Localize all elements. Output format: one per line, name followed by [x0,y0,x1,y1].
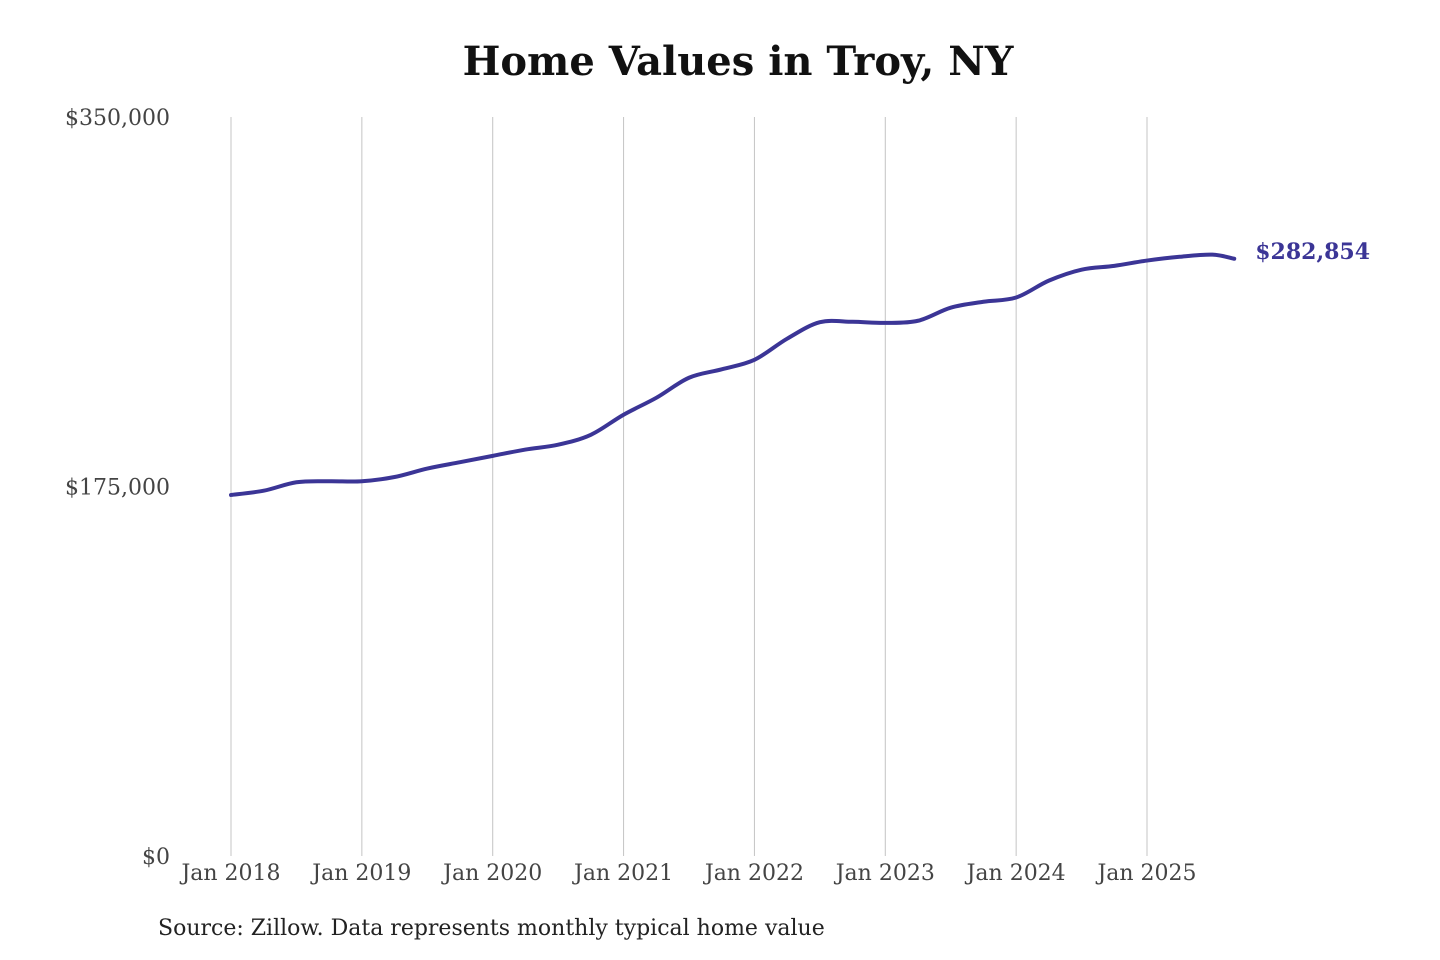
y-axis-tick-labels: $0 $175,000 $350,000 [65,106,170,870]
x-axis-tick-labels: Jan 2018 Jan 2019 Jan 2020 Jan 2021 Jan 2022… [179,861,1196,886]
x-tick-label: Jan 2025 [1095,861,1196,886]
x-tick-label: Jan 2020 [441,861,542,886]
x-tick-label: Jan 2019 [310,861,411,886]
x-tick-label: Jan 2024 [965,861,1066,886]
x-tick-label: Jan 2021 [572,861,673,886]
end-value-labels: $282,854 [1255,239,1370,265]
x-tick-label: Jan 2022 [703,861,804,886]
x-tick-label: Jan 2023 [834,861,935,886]
y-tick-label: $175,000 [65,476,170,501]
end-value-label: $282,854 [1255,239,1370,265]
y-tick-label: $350,000 [65,106,170,131]
source-note: Source: Zillow. Data represents monthly … [158,916,825,941]
series-line-0 [229,252,1237,497]
series-lines [229,252,1237,497]
y-tick-label: $0 [142,845,170,870]
chart-title: Home Values in Troy, NY [462,38,1014,85]
x-tick-label: Jan 2018 [179,861,280,886]
gridlines [230,117,1148,856]
